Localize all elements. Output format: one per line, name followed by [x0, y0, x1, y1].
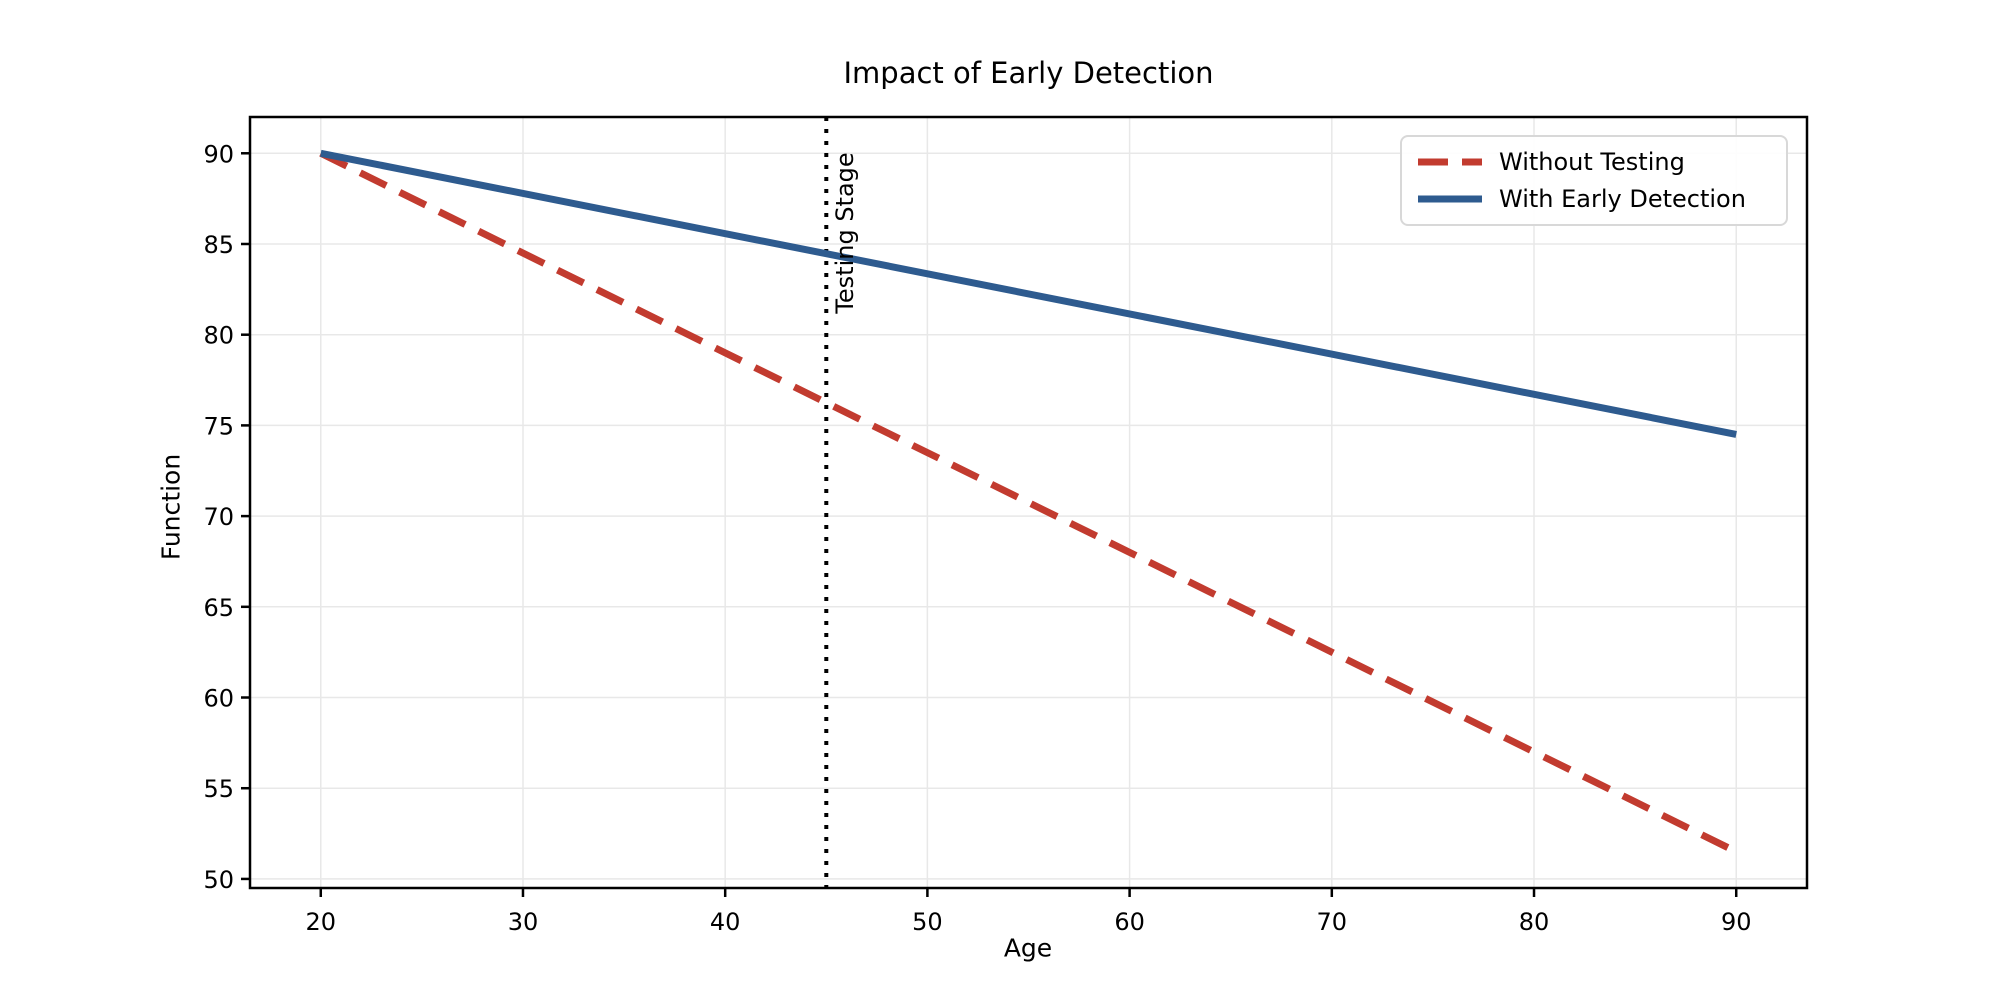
- x-tick-label: 80: [1519, 908, 1550, 936]
- x-tick-label: 60: [1114, 908, 1145, 936]
- x-tick-label: 40: [710, 908, 741, 936]
- y-tick-label: 50: [203, 866, 234, 894]
- legend-label-with-early-detection: With Early Detection: [1499, 185, 1746, 213]
- y-tick-label: 65: [203, 594, 234, 622]
- y-tick-label: 85: [203, 231, 234, 259]
- series-line-1: [320, 149, 1737, 438]
- solid-line-sample: [1418, 195, 1482, 203]
- y-tick-label: 75: [203, 412, 234, 440]
- chart-title: Impact of Early Detection: [843, 56, 1214, 90]
- x-tick-label: 20: [305, 908, 336, 936]
- series-line-0: [319, 150, 1738, 855]
- x-tick-label: 50: [912, 908, 943, 936]
- y-tick-label: 60: [203, 685, 234, 713]
- x-tick-label: 30: [508, 908, 539, 936]
- plot-border: [248, 115, 1809, 890]
- dashed-line-sample: [1418, 158, 1482, 166]
- testing-stage-label: Testing Stage: [831, 152, 859, 314]
- legend-item-with-early-detection: With Early Detection: [1418, 185, 1770, 213]
- y-tick-label: 90: [203, 140, 234, 168]
- x-axis-label: Age: [1003, 933, 1053, 963]
- legend-label-without-testing: Without Testing: [1499, 148, 1685, 176]
- x-tick-label: 90: [1721, 908, 1752, 936]
- legend: Without Testing With Early Detection: [1400, 135, 1788, 226]
- y-axis-label: Function: [156, 453, 186, 561]
- y-tick-label: 70: [203, 503, 234, 531]
- y-tick-label: 55: [203, 775, 234, 803]
- y-tick-label: 80: [203, 322, 234, 350]
- x-tick-label: 70: [1317, 908, 1348, 936]
- legend-item-without-testing: Without Testing: [1418, 148, 1770, 176]
